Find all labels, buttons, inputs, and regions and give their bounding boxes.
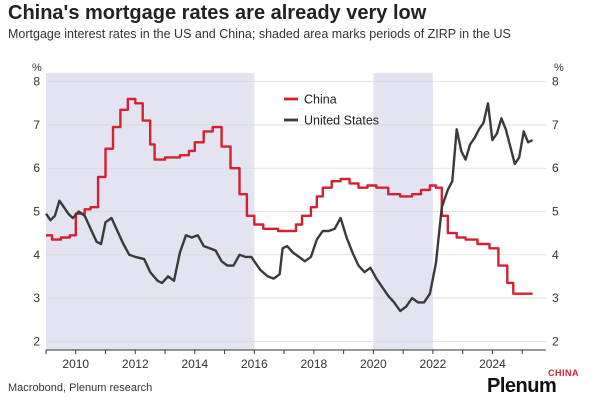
y-tick-left-7: 7 [33,118,40,132]
y-tick-right-6: 6 [552,161,559,175]
x-tick-2014: 2014 [181,357,208,371]
x-tick-2012: 2012 [122,357,149,371]
y-tick-right-5: 5 [552,205,559,219]
x-tick-2020: 2020 [360,357,387,371]
x-tick-2010: 2010 [62,357,89,371]
y-tick-right-3: 3 [552,291,559,305]
x-tick-2022: 2022 [420,357,447,371]
y-tick-right-8: 8 [552,75,559,89]
y-tick-left-4: 4 [33,248,40,262]
y-tick-right-7: 7 [552,118,559,132]
x-tick-2016: 2016 [241,357,268,371]
y-axis-unit-right: % [554,62,564,74]
y-tick-left-6: 6 [33,161,40,175]
y-axis-unit-left: % [32,62,42,74]
brand-logo: Plenum [487,375,557,397]
series-line-china [46,97,533,295]
x-tick-2024: 2024 [479,357,506,371]
chart-subtitle: Mortgage interest rates in the US and Ch… [8,27,511,41]
y-tick-right-4: 4 [552,248,559,262]
chart-title: China's mortgage rates are already very … [8,2,427,24]
y-tick-left-5: 5 [33,205,40,219]
brand-logo-sub: CHINA [548,368,579,378]
source-note: Macrobond, Plenum research [8,382,153,394]
y-tick-left-2: 2 [33,334,40,348]
x-tick-2018: 2018 [301,357,328,371]
y-tick-right-2: 2 [552,334,559,348]
legend-label-0: China [304,93,337,107]
legend-label-1: United States [304,114,379,128]
y-tick-left-8: 8 [33,75,40,89]
y-tick-left-3: 3 [33,291,40,305]
series-line-united-states [45,102,534,313]
